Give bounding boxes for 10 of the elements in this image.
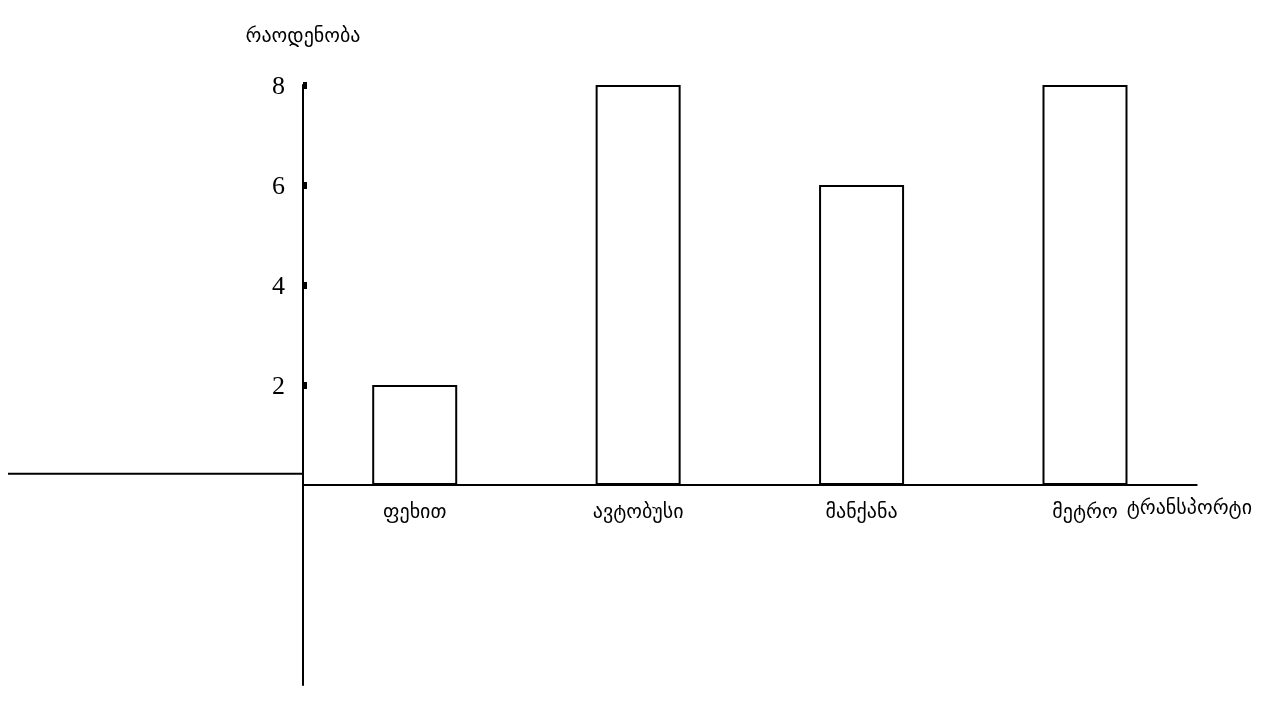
x-tick-label: ფეხით bbox=[382, 498, 447, 523]
y-tick-label: 4 bbox=[272, 270, 285, 300]
y-tick-label: 8 bbox=[272, 70, 285, 100]
y-tick-label: 6 bbox=[272, 170, 285, 200]
x-tick-label: ავტობუსი bbox=[592, 498, 684, 523]
x-axis-title: ტრანსპორტი bbox=[1126, 495, 1252, 519]
x-tick-label: მანქანა bbox=[825, 498, 898, 523]
x-tick-label: მეტრო bbox=[1052, 498, 1118, 523]
y-axis-title: რაოდენობა bbox=[245, 23, 361, 47]
y-tick-label: 2 bbox=[272, 370, 285, 400]
